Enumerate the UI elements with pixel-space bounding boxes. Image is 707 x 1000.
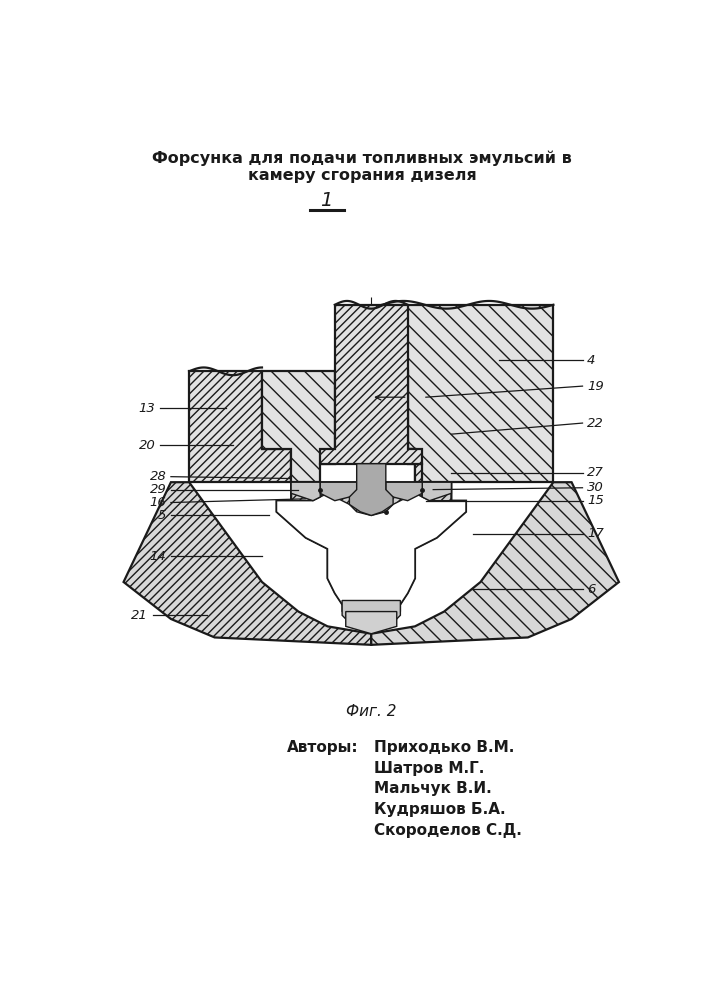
Text: 15: 15 [588, 494, 604, 507]
Polygon shape [382, 305, 554, 482]
Polygon shape [422, 482, 451, 501]
Polygon shape [189, 371, 291, 482]
Text: Авторы:: Авторы: [286, 740, 358, 755]
Polygon shape [291, 482, 320, 501]
Text: 13: 13 [139, 402, 156, 415]
Polygon shape [346, 612, 397, 634]
Text: 20: 20 [139, 439, 156, 452]
Text: Скороделов С.Д.: Скороделов С.Д. [373, 823, 522, 838]
Text: 4: 4 [588, 354, 595, 367]
Text: 1: 1 [320, 191, 332, 210]
Text: Кудряшов Б.А.: Кудряшов Б.А. [373, 802, 506, 817]
Text: Фиг. 2: Фиг. 2 [346, 704, 397, 719]
Text: Форсунка для подачи топливных эмульсий в: Форсунка для подачи топливных эмульсий в [152, 151, 572, 166]
Text: 5: 5 [158, 509, 166, 522]
Polygon shape [371, 482, 619, 645]
Text: 6: 6 [588, 583, 595, 596]
Polygon shape [262, 371, 335, 482]
Text: 21: 21 [132, 609, 148, 622]
Text: 30: 30 [588, 481, 604, 494]
Text: 22: 22 [588, 417, 604, 430]
Text: 16: 16 [149, 496, 166, 509]
Text: Приходько В.М.: Приходько В.М. [373, 740, 514, 755]
Polygon shape [320, 305, 422, 464]
Polygon shape [276, 493, 466, 612]
Polygon shape [320, 482, 356, 501]
Text: Шатров М.Г.: Шатров М.Г. [373, 761, 484, 776]
Text: 27: 27 [588, 466, 604, 479]
Text: 29: 29 [149, 483, 166, 496]
Polygon shape [124, 482, 371, 645]
Polygon shape [342, 600, 400, 630]
Text: 19: 19 [588, 380, 604, 393]
Polygon shape [382, 371, 422, 482]
Polygon shape [386, 482, 422, 501]
Text: 17: 17 [588, 527, 604, 540]
Text: 14: 14 [149, 550, 166, 563]
Text: 28: 28 [149, 470, 166, 483]
Text: Мальчук В.И.: Мальчук В.И. [373, 781, 491, 796]
Polygon shape [349, 464, 393, 515]
Text: камеру сгорания дизеля: камеру сгорания дизеля [247, 168, 477, 183]
Polygon shape [276, 482, 466, 630]
